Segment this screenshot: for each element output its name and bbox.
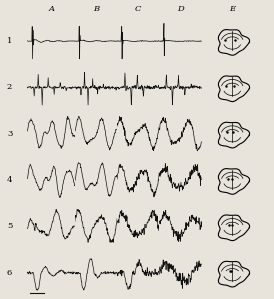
Text: 5: 5 — [7, 222, 12, 231]
Text: A: A — [48, 5, 54, 13]
Text: 3: 3 — [7, 130, 12, 138]
Text: 6: 6 — [7, 269, 12, 277]
Text: 2: 2 — [7, 83, 12, 91]
Text: 1: 1 — [7, 37, 12, 45]
Text: E: E — [229, 5, 235, 13]
Text: 4: 4 — [7, 176, 12, 184]
Text: D: D — [177, 5, 184, 13]
Text: C: C — [135, 5, 141, 13]
Text: B: B — [93, 5, 99, 13]
